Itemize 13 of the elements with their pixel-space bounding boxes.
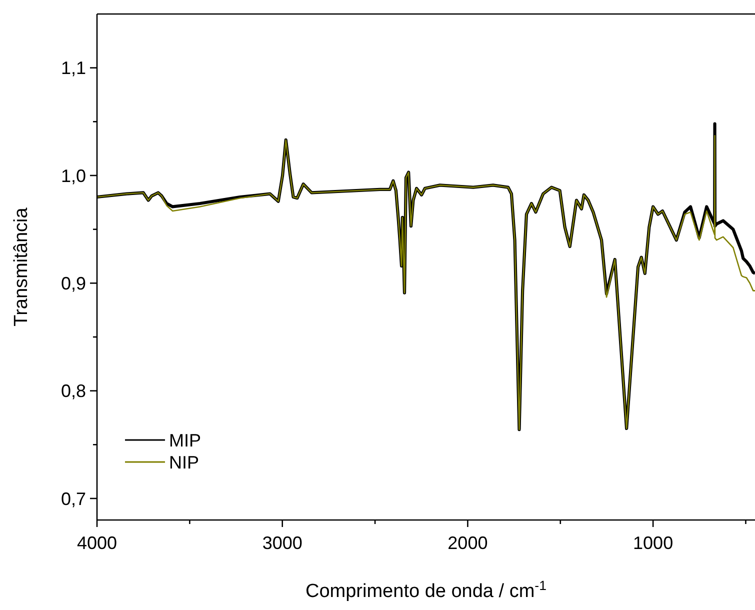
x-axis-title: Comprimento de onda / cm$^{-1}$ (306, 578, 546, 602)
y-axis-title: Transmitância (11, 207, 32, 326)
legend-label: MIP (169, 430, 202, 450)
x-tick-label: 4000 (76, 533, 118, 553)
x-tick-label: 2000 (448, 533, 488, 553)
y-tick-label: 1,0 (60, 166, 86, 186)
y-tick-label: 1,1 (60, 58, 86, 78)
x-tick-label: 1000 (633, 533, 674, 553)
y-tick-label: 0,7 (60, 488, 86, 509)
y-tick-label: 0,8 (60, 381, 86, 402)
legend-label: NIP (169, 452, 200, 472)
y-tick-label: 0,9 (60, 273, 86, 294)
x-tick-label: 3000 (262, 533, 302, 553)
